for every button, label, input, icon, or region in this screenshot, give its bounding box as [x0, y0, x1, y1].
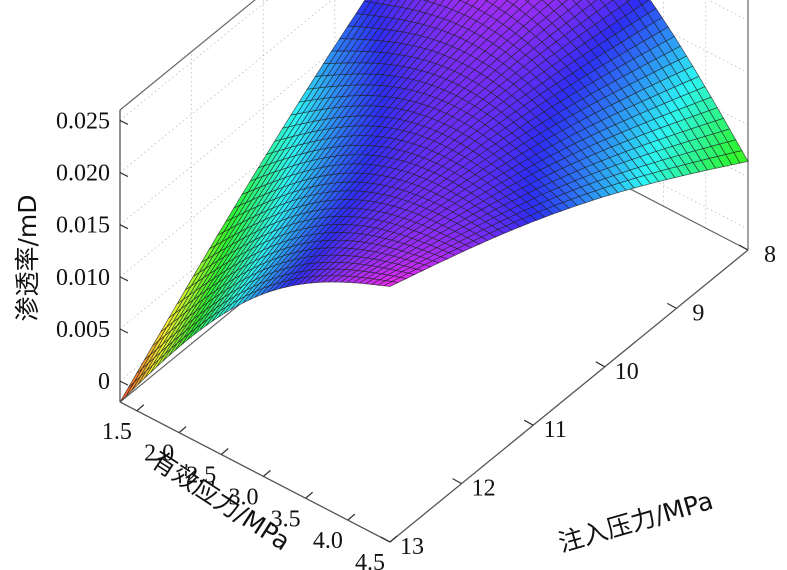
box-edge [119, 0, 256, 111]
z-gridline [119, 0, 749, 278]
y-tick-mark [523, 419, 534, 426]
x-tick-label: 1.5 [102, 419, 132, 445]
x-axis-ticks: 1.5 2.0 2.5 3.0 3.5 4.0 4.5 [102, 404, 398, 570]
y-tick-label: 9 [692, 300, 704, 326]
x-tick-mark [220, 448, 229, 455]
z-tick-mark [119, 224, 129, 230]
x-tick-label: 2.0 [144, 441, 174, 467]
y-axis-ticks: 8 9 10 11 12 13 [380, 242, 776, 560]
y-tick-mark [738, 244, 749, 251]
y-tick-label: 13 [400, 534, 424, 560]
z-tick-label: 0.020 [56, 161, 110, 187]
z-axis-label: 渗透率/mD [13, 194, 42, 321]
x-tick-label: 4.5 [355, 550, 385, 570]
z-tick-label: 0.025 [56, 108, 110, 134]
x-tick-mark [178, 426, 187, 434]
z-tick-label: 0.010 [56, 265, 110, 291]
z-axis-ticks: 0 0.005 0.010 0.015 0.020 0.025 [56, 108, 129, 395]
z-gridline [119, 0, 749, 173]
axis-edge [119, 401, 391, 543]
x-tick-label: 4.0 [313, 528, 343, 554]
z-tick-mark [119, 172, 129, 178]
x-tick-mark [305, 491, 314, 499]
y-tick-mark [667, 302, 677, 309]
y-tick-label: 8 [764, 242, 776, 268]
surface-mesh [119, 0, 749, 403]
y-axis-label: 有效应力/MPa [146, 445, 295, 556]
x-tick-label: 2.5 [186, 463, 216, 489]
z-tick-label: 0 [98, 369, 110, 395]
y-tick-mark [452, 478, 462, 485]
z-tick-mark [119, 328, 129, 334]
y-tick-label: 12 [472, 476, 496, 502]
z-gridline [119, 0, 749, 226]
z-tick-mark [119, 276, 129, 282]
y-tick-mark [380, 536, 391, 543]
x-tick-label: 3.0 [228, 484, 258, 510]
x-tick-mark [263, 469, 271, 477]
y-tick-label: 11 [544, 417, 567, 443]
z-tick-mark [119, 119, 129, 125]
z-tick-mark [119, 380, 129, 386]
x-tick-label: 3.5 [271, 506, 301, 532]
surface-cell [382, 281, 400, 287]
axis-edge [389, 249, 749, 543]
front-axis-lines [119, 110, 749, 543]
z-tick-label: 0.005 [56, 317, 110, 343]
x-tick-mark [136, 404, 145, 412]
x-tick-mark [389, 535, 398, 543]
y-tick-label: 10 [615, 359, 639, 385]
y-tick-mark [595, 361, 606, 368]
z-tick-label: 0.015 [56, 213, 110, 239]
x-tick-mark [347, 513, 356, 521]
z-gridline [119, 0, 269, 121]
x-axis-label: 注入压力/MPa [555, 486, 716, 558]
